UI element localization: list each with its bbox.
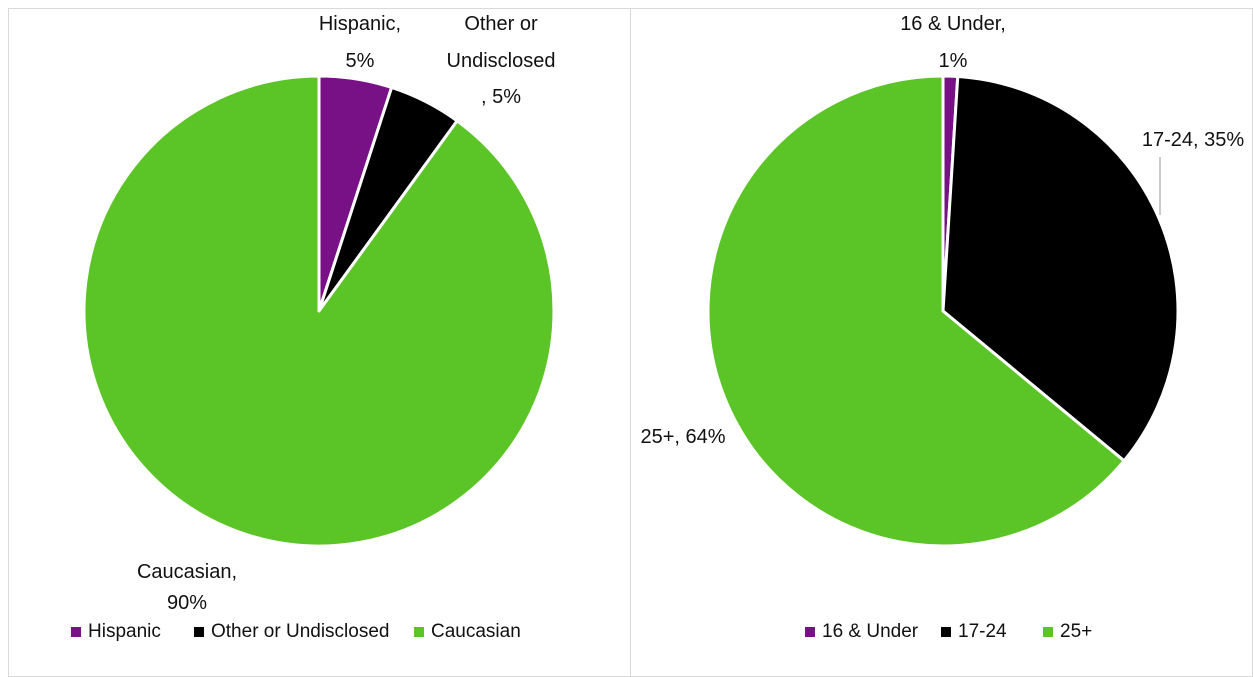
- data-label-25: 25+, 64%: [640, 426, 725, 448]
- data-label-hispanic: Hispanic, 5%: [319, 13, 401, 72]
- pie-slice-25: [706, 74, 1126, 548]
- legend-swatch-16-under: [805, 627, 815, 637]
- legend-label-17-24: 17-24: [958, 621, 1007, 642]
- ethnicity-pie-chart: Hispanic, 5% Other or Undisclosed, 5% Caucas…: [71, 13, 555, 642]
- legend-label-hispanic: Hispanic: [88, 621, 161, 642]
- legend-swatch-hispanic: [71, 627, 81, 637]
- legend: Hispanic Other or Undisclosed Caucasian: [71, 621, 521, 642]
- data-label-16-under: 16 & Under, 1%: [900, 13, 1006, 72]
- legend-label-caucasian: Caucasian: [431, 621, 521, 642]
- age-pie-chart: 16 & Under, 1% 17-24, 35% 25+, 64% 16 & Unde…: [640, 13, 1244, 642]
- pie-slice-17-24: [941, 74, 1180, 463]
- legend-swatch-other-or-undisclosed: [194, 627, 204, 637]
- legend-label-other-or-undisclosed: Other or Undisclosed: [211, 621, 389, 642]
- legend-label-16-under: 16 & Under: [822, 621, 919, 642]
- legend-swatch-25: [1043, 627, 1053, 637]
- legend-label-25: 25+: [1060, 621, 1092, 642]
- legend-swatch-17-24: [941, 627, 951, 637]
- legend-swatch-caucasian: [414, 627, 424, 637]
- data-label-other-or-undisclosed: Other or Undisclosed, 5%: [447, 13, 556, 108]
- legend: 16 & Under 17-24 25+: [805, 621, 1092, 642]
- pie-slice-caucasian: [82, 74, 556, 548]
- data-label-caucasian: Caucasian, 90%: [137, 561, 237, 614]
- data-label-17-24: 17-24, 35%: [1142, 129, 1245, 151]
